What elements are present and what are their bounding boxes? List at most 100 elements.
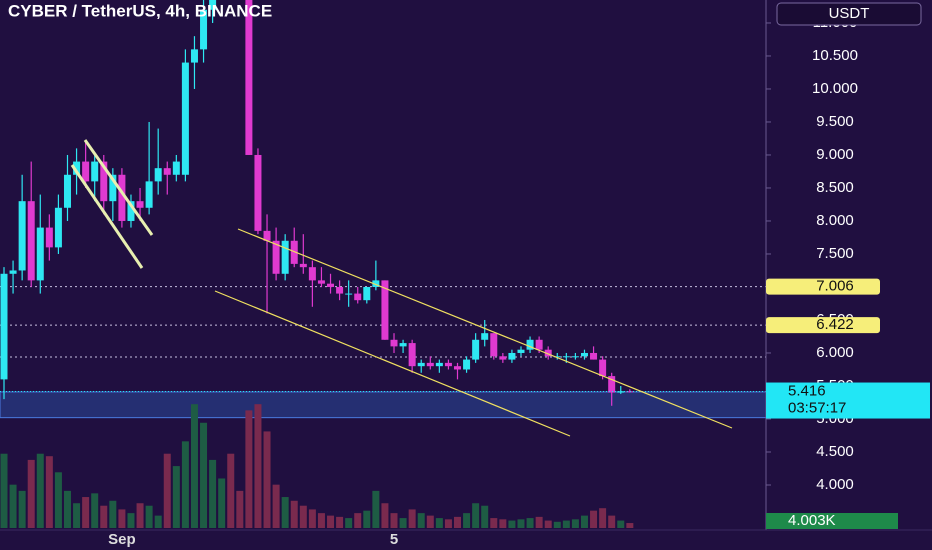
- price-axis: 4.0004.5005.0005.5006.0006.5007.0007.500…: [766, 14, 930, 529]
- candle-body: [345, 293, 353, 295]
- candle-body: [263, 230, 271, 241]
- volume-bar: [290, 500, 298, 528]
- candle-body: [0, 273, 8, 380]
- candle-body: [580, 352, 588, 357]
- candle-body: [245, 0, 253, 155]
- candle-body: [381, 280, 389, 340]
- candle-body: [290, 240, 298, 264]
- level-label: 7.006: [816, 278, 854, 295]
- volume-bar: [336, 516, 344, 528]
- volume-label-box: [766, 513, 898, 529]
- candle-body: [336, 286, 344, 294]
- candle-body: [163, 168, 171, 175]
- y-tick-label: 9.500: [816, 113, 854, 130]
- volume-bar: [281, 497, 289, 528]
- volume-bar: [599, 508, 607, 528]
- volume-bar: [472, 503, 480, 528]
- volume-bar: [181, 441, 189, 528]
- volume-bar: [580, 515, 588, 528]
- x-tick-label: 5: [390, 531, 398, 548]
- volume-label: 4.003K: [788, 512, 836, 529]
- candle-body: [408, 343, 416, 367]
- candle-body: [617, 391, 625, 393]
- volume-bar: [481, 505, 489, 528]
- volume-bar: [200, 422, 208, 528]
- candle-body: [109, 174, 117, 202]
- volume-bar: [508, 520, 516, 528]
- candle-body: [590, 352, 598, 360]
- volume-bar: [190, 404, 198, 528]
- candle-body: [36, 227, 44, 281]
- candle-body: [490, 333, 498, 357]
- volume-bar: [91, 493, 99, 528]
- candle-body: [281, 240, 289, 274]
- candle-body: [154, 168, 162, 182]
- volume-bar: [435, 518, 443, 528]
- candle-body: [363, 286, 371, 301]
- candle-body: [254, 154, 262, 231]
- volume-bar: [18, 490, 26, 528]
- volume-bar: [272, 484, 280, 528]
- candle-body: [27, 201, 35, 281]
- candle-body: [390, 339, 398, 347]
- volume-bar: [363, 510, 371, 528]
- volume-bar: [354, 513, 362, 528]
- candle-body: [526, 339, 534, 350]
- x-tick-label: Sep: [108, 531, 136, 548]
- y-tick-label: 6.000: [816, 344, 854, 361]
- flag-line: [70, 164, 144, 269]
- volume-bar: [127, 513, 135, 528]
- volume-bar: [45, 456, 53, 528]
- y-tick-label: 9.000: [816, 146, 854, 163]
- volume-bar: [544, 520, 552, 528]
- volume-bar: [254, 404, 262, 528]
- candle-body: [608, 376, 616, 393]
- candle-body: [562, 356, 570, 358]
- candle-body: [308, 267, 316, 281]
- currency-button-label[interactable]: USDT: [829, 5, 870, 22]
- volume-bar: [408, 509, 416, 528]
- candle-body: [472, 339, 480, 360]
- candle-body: [517, 349, 525, 353]
- candle-body: [444, 362, 452, 367]
- volume-bar: [63, 490, 71, 528]
- volume-bar: [218, 478, 226, 528]
- channel-line: [214, 290, 571, 437]
- currency-button[interactable]: [776, 2, 922, 26]
- candle-body: [354, 293, 362, 301]
- volume-bar: [145, 505, 153, 528]
- countdown-label: 03:57:17: [788, 399, 846, 416]
- volume-bar: [499, 519, 507, 528]
- candle-body: [544, 349, 552, 357]
- candle-body: [626, 391, 634, 393]
- volume-bar: [82, 497, 90, 528]
- candle-body: [63, 174, 71, 208]
- volume-bar: [245, 410, 253, 528]
- chart-title: CYBER / TetherUS, 4h, BINANCE: [8, 1, 272, 20]
- volume-bar: [308, 509, 316, 528]
- volume-bar: [463, 513, 471, 528]
- volume-bar: [590, 510, 598, 528]
- candle-body: [91, 161, 99, 182]
- candle-body: [508, 352, 516, 360]
- volume-bar: [454, 516, 461, 528]
- volume-bar: [372, 490, 380, 528]
- candle-body: [535, 339, 543, 350]
- volume-bar: [54, 472, 62, 528]
- volume-bar: [553, 521, 561, 528]
- candle-body: [553, 356, 561, 358]
- volume-bar: [299, 505, 307, 528]
- volume-bar: [535, 516, 543, 528]
- level-label: 6.422: [816, 316, 854, 333]
- candle-body: [499, 356, 507, 360]
- y-tick-label: 7.500: [816, 245, 854, 262]
- y-tick-label: 10.500: [812, 47, 858, 64]
- y-tick-label: 4.500: [816, 443, 854, 460]
- candle-body: [54, 207, 62, 248]
- candle-body: [82, 161, 90, 182]
- level-label-box: [766, 317, 880, 334]
- volume-bar: [0, 453, 8, 528]
- volume-bar: [136, 503, 144, 528]
- candle-body: [272, 240, 280, 274]
- volume-bar: [444, 519, 452, 528]
